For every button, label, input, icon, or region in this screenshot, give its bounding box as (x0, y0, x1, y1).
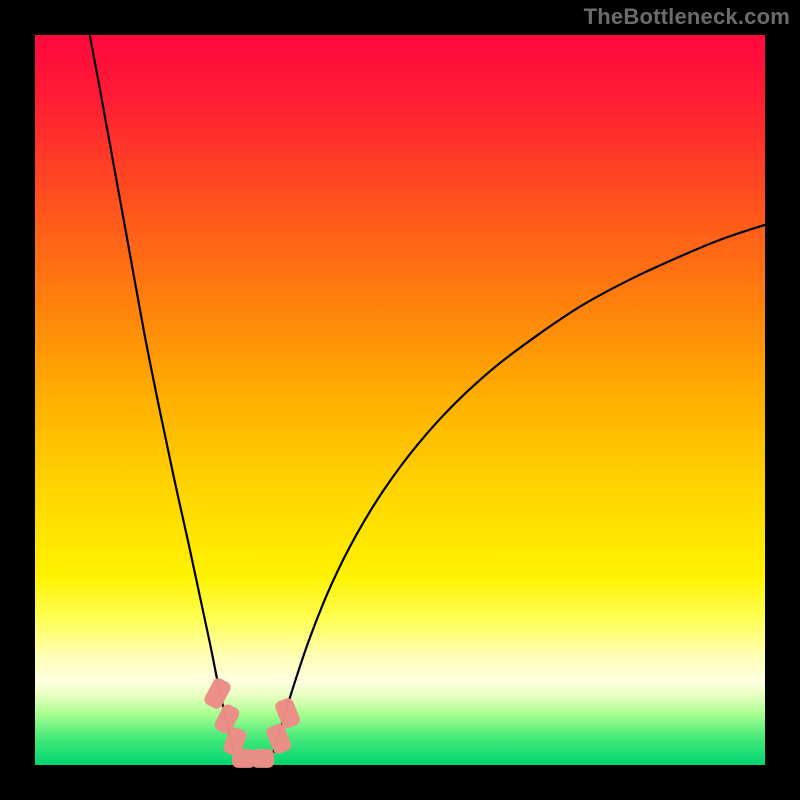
chart-container: TheBottleneck.com (0, 0, 800, 800)
bottleneck-chart (0, 0, 800, 800)
plot-area (35, 35, 765, 765)
watermark-text: TheBottleneck.com (584, 4, 790, 30)
trough-marker (251, 749, 274, 768)
